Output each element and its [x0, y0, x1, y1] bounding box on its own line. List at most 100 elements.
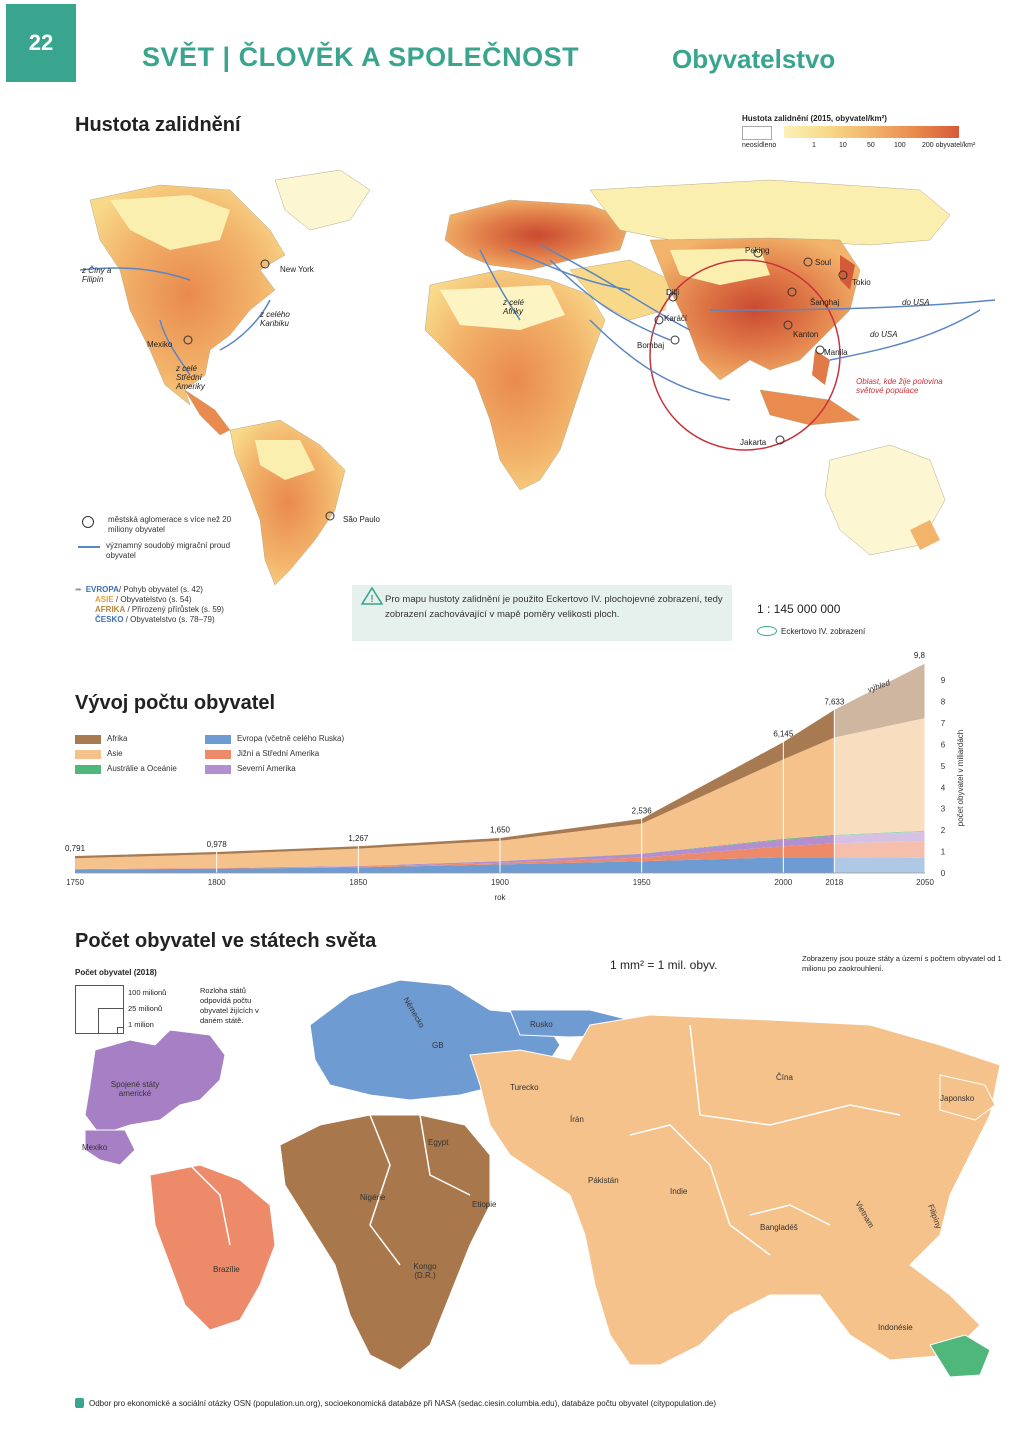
legend-africa: Afrika — [75, 734, 205, 744]
migration-label-usa-1: do USA — [902, 298, 930, 307]
city-sao-paulo: São Paulo — [343, 515, 380, 524]
map-legend: městská aglomerace s více než 20 miliony… — [78, 515, 248, 561]
cartogram-title: Počet obyvatel ve státech světa — [75, 930, 377, 952]
density-tick-1: 1 — [812, 142, 816, 149]
map-scale: 1 : 145 000 000 — [757, 602, 841, 616]
database-icon — [75, 1398, 84, 1408]
x-tick-2000: 2000 — [774, 878, 792, 887]
migration-label-china: z Číny a Filipín — [82, 266, 112, 284]
density-tick-2: 10 — [839, 142, 847, 149]
ref-europe[interactable]: ➦ EVROPA / Pohyb obyvatel (s. 42) — [75, 585, 203, 594]
x-axis-label: rok — [494, 893, 506, 902]
label-egypt: Egypt — [428, 1138, 449, 1147]
x-tick-1900: 1900 — [491, 878, 509, 887]
y-tick-4: 4 — [941, 783, 946, 792]
y-tick-2: 2 — [941, 826, 946, 835]
cartogram-size-labels: 100 milionů 25 milionů 1 milion — [128, 988, 167, 1029]
density-swatch-0 — [742, 126, 772, 140]
ref-asia[interactable]: ASIE / Obyvatelstvo (s. 54) — [95, 595, 192, 604]
cartogram-note: Zobrazeny jsou pouze státy a území s poč… — [802, 954, 1002, 973]
label-bangladesh: Bangladéš — [760, 1223, 798, 1232]
legend-asia: Asie — [75, 749, 205, 759]
city-karaci: Karáčí — [664, 314, 688, 323]
total-label-1750: 0,791 — [65, 844, 86, 853]
legend-north-america: Severní Amerika — [205, 764, 385, 774]
cartogram-square-25 — [98, 1008, 124, 1034]
density-gradient — [784, 126, 959, 138]
migration-label-usa-2: do USA — [870, 330, 898, 339]
topic-title: Obyvatelstvo — [672, 44, 836, 74]
forecast-overlay — [834, 658, 925, 873]
y-tick-6: 6 — [941, 740, 946, 749]
svg-text:!: ! — [370, 594, 373, 605]
label-russia: Rusko — [530, 1020, 553, 1029]
y-tick-0: 0 — [941, 869, 946, 878]
label-gb: GB — [432, 1041, 444, 1050]
total-label-1950: 2,536 — [632, 807, 653, 816]
city-soul: Soul — [815, 258, 832, 267]
density-legend-title: Hustota zalidnění (2015, obyvatel/km²) — [742, 114, 887, 123]
projection-label: Eckertovo IV. zobrazení — [757, 626, 865, 636]
label-nigeria: Nigérie — [360, 1193, 386, 1202]
city-manila: Manila — [824, 348, 848, 357]
city-sanghaj: Šanghaj — [810, 298, 840, 307]
x-tick-1850: 1850 — [349, 878, 367, 887]
city-dilli: Dillí — [666, 288, 680, 297]
cartogram-scale: 1 mm² = 1 mil. obyv. — [610, 958, 718, 972]
total-label-2018: 7,633 — [824, 697, 845, 706]
legend-europe: Evropa (včetně celého Ruska) — [205, 734, 385, 744]
cartogram-legend-note: Rozloha států odpovídá počtu obyvatel ži… — [200, 986, 259, 1025]
arrow-icon: ➦ — [75, 585, 82, 594]
chart-legend: Afrika Evropa (včetně celého Ruska) Asie… — [75, 734, 395, 774]
density-tick-3: 50 — [867, 142, 875, 149]
label-pakistan: Pákistán — [588, 1176, 619, 1185]
y-axis-label: počet obyvatel v miliardách — [956, 730, 965, 827]
y-tick-3: 3 — [941, 805, 946, 814]
density-tick-4: 100 — [894, 142, 906, 149]
label-mexico: Mexiko — [82, 1143, 108, 1152]
legend-latin-america: Jižní a Střední Amerika — [205, 749, 385, 759]
legend-oceania: Austrálie a Oceánie — [75, 764, 205, 774]
y-tick-9: 9 — [941, 676, 946, 685]
x-tick-1800: 1800 — [208, 878, 226, 887]
label-iran: Írán — [570, 1115, 584, 1124]
projection-icon — [757, 626, 777, 636]
total-label-1850: 1,267 — [348, 834, 369, 843]
chart-title: Vývoj počtu obyvatel — [75, 692, 276, 714]
city-peking: Peking — [745, 246, 770, 255]
map-legend-agglomeration: městská aglomerace s více než 20 miliony… — [108, 515, 232, 534]
agglomeration-symbol — [82, 516, 94, 528]
chapter-title: SVĚT | ČLOVĚK A SPOLEČNOST — [142, 42, 580, 72]
x-tick-1950: 1950 — [633, 878, 651, 887]
x-tick-1750: 1750 — [66, 878, 84, 887]
label-usa: Spojené státy americké — [110, 1080, 160, 1098]
y-tick-8: 8 — [941, 698, 946, 707]
city-mexiko: Mexiko — [147, 340, 173, 349]
cartogram-square-1 — [117, 1027, 124, 1034]
label-turkey: Turecko — [510, 1083, 539, 1092]
label-china: Čína — [776, 1073, 793, 1082]
migration-label-central-america: z celé Střední Ameriky — [176, 364, 205, 391]
label-congo: Kongo (D.R.) — [413, 1262, 437, 1280]
label-brazil: Brazílie — [213, 1265, 240, 1274]
map-legend-migration: významný soudobý migrační proud obyvatel — [106, 541, 231, 560]
ref-czechia[interactable]: ČESKO / Obyvatelstvo (s. 78–79) — [95, 615, 215, 624]
city-tokio: Tokio — [852, 278, 871, 287]
cross-references: ➦ EVROPA / Pohyb obyvatel (s. 42) ASIE /… — [75, 585, 305, 625]
city-kanton: Kanton — [793, 330, 819, 339]
density-tick-0: neosídleno — [742, 142, 777, 149]
area-asie — [75, 718, 925, 870]
population-chart: 1750 1800 1850 1900 1950 2000 2018 2050 rok 0 1 2 3 4… — [65, 651, 965, 902]
page-number: 22 — [6, 4, 76, 82]
projection-note-box — [352, 585, 732, 641]
y-tick-7: 7 — [941, 719, 946, 728]
cartogram-map — [84, 979, 1001, 1378]
y-tick-5: 5 — [941, 762, 946, 771]
label-ethiopia: Etiopie — [472, 1200, 497, 1209]
migration-label-africa: z celé Afriky — [503, 298, 524, 316]
x-tick-2050: 2050 — [916, 878, 934, 887]
total-label-1900: 1,650 — [490, 826, 511, 835]
area-afrika — [75, 663, 925, 859]
city-jakarta: Jakarta — [740, 438, 767, 447]
ref-africa[interactable]: AFRIKA / Přirozený přírůstek (s. 59) — [95, 605, 224, 614]
